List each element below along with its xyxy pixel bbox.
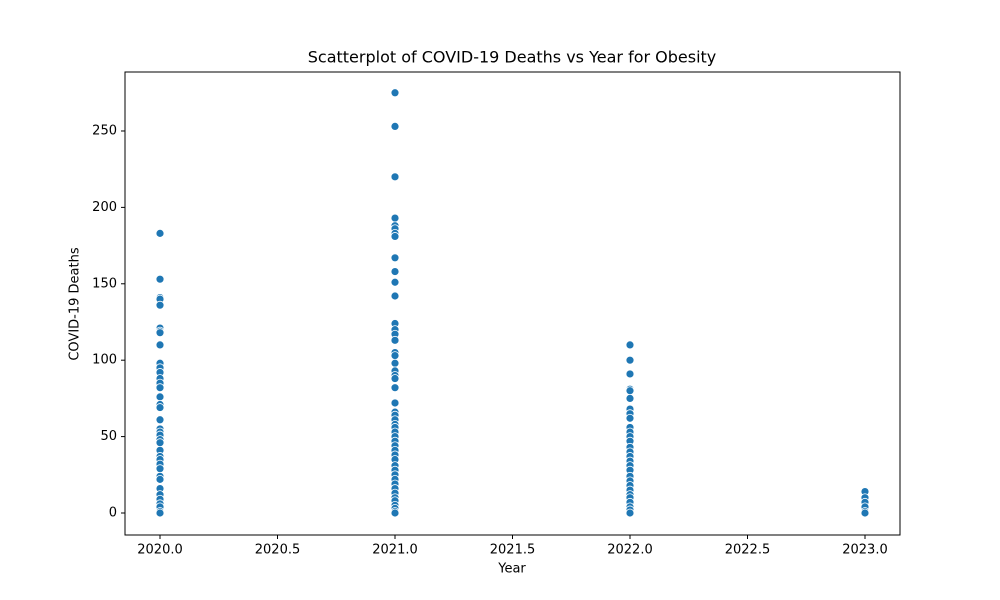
x-tick-label: 2023.0 bbox=[842, 543, 888, 558]
point bbox=[390, 383, 400, 393]
y-tick-label: 250 bbox=[92, 123, 117, 138]
chart-title: Scatterplot of COVID-19 Deaths vs Year f… bbox=[308, 48, 717, 67]
point bbox=[390, 358, 400, 368]
point bbox=[390, 232, 400, 241]
point bbox=[390, 398, 400, 408]
y-axis-label: COVID-19 Deaths bbox=[68, 247, 83, 360]
x-tick-label: 2022.5 bbox=[725, 543, 771, 558]
point bbox=[625, 355, 635, 365]
point bbox=[390, 277, 400, 287]
point bbox=[155, 328, 165, 338]
x-axis-label: Year bbox=[497, 562, 526, 577]
point bbox=[155, 340, 165, 350]
point bbox=[155, 228, 165, 238]
point bbox=[860, 508, 870, 518]
point bbox=[625, 340, 635, 350]
plot-frame bbox=[124, 71, 901, 536]
point bbox=[625, 386, 635, 396]
point bbox=[625, 508, 635, 518]
point bbox=[390, 374, 400, 383]
point bbox=[155, 508, 165, 518]
point bbox=[390, 88, 400, 98]
point bbox=[625, 393, 635, 403]
point bbox=[390, 253, 400, 263]
point bbox=[390, 351, 400, 361]
point bbox=[155, 438, 165, 448]
point bbox=[390, 121, 400, 131]
x-tick-label: 2021.5 bbox=[490, 543, 536, 558]
point bbox=[155, 403, 165, 412]
point bbox=[390, 267, 400, 276]
point bbox=[390, 335, 400, 345]
x-tick-label: 2021.0 bbox=[372, 543, 418, 558]
point bbox=[390, 213, 400, 223]
y-tick-label: 50 bbox=[100, 429, 117, 444]
point bbox=[155, 300, 165, 310]
y-tick-label: 0 bbox=[109, 505, 117, 520]
point bbox=[155, 415, 165, 425]
point bbox=[155, 464, 165, 474]
point bbox=[155, 274, 165, 284]
point bbox=[625, 413, 635, 423]
point bbox=[390, 291, 400, 301]
point bbox=[155, 474, 165, 484]
point bbox=[625, 369, 635, 379]
x-tick-label: 2020.5 bbox=[255, 543, 301, 558]
x-tick-label: 2020.0 bbox=[137, 543, 183, 558]
point bbox=[390, 172, 400, 182]
y-tick-label: 100 bbox=[92, 353, 117, 368]
y-tick-label: 200 bbox=[92, 200, 117, 215]
y-tick-label: 150 bbox=[92, 276, 117, 291]
x-tick-label: 2022.0 bbox=[607, 543, 653, 558]
point bbox=[155, 392, 165, 402]
point bbox=[155, 383, 165, 393]
point bbox=[390, 508, 400, 518]
